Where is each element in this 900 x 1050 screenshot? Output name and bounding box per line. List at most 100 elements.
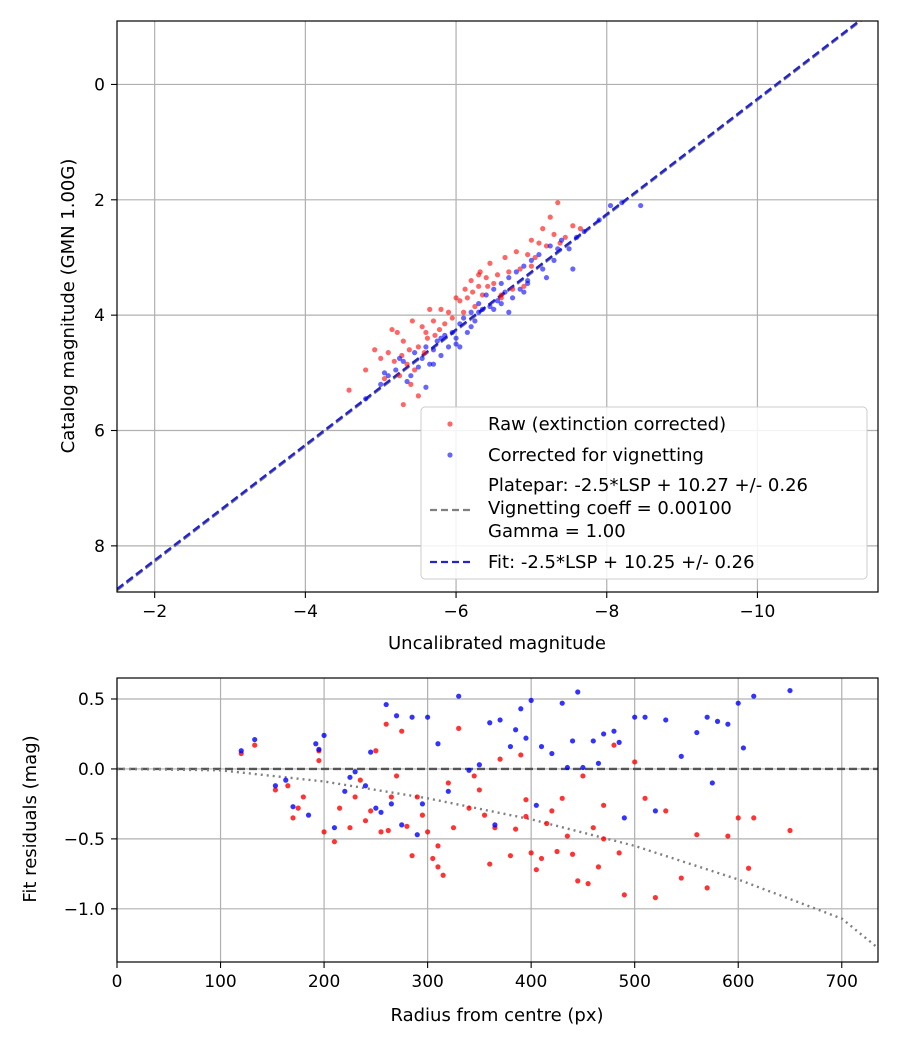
calibration-corrected-for-vignetting-point xyxy=(385,373,391,379)
calibration-raw-extinction-corrected-point xyxy=(464,295,470,301)
residuals-grid xyxy=(116,678,878,962)
calibration-corrected-for-vignetting-point xyxy=(412,350,418,356)
residuals-raw-extinction-corrected-point xyxy=(601,802,607,808)
residuals-raw-extinction-corrected-point xyxy=(450,825,457,831)
calibration-y-label: Catalog magnitude (GMN 1.00G) xyxy=(58,159,79,454)
residuals-corrected-for-vignetting-point xyxy=(642,714,648,720)
legend-corrected-label: Corrected for vignetting xyxy=(488,445,704,466)
residuals-x-tick-label: 700 xyxy=(826,972,858,992)
calibration-raw-extinction-corrected-point xyxy=(476,272,482,278)
calibration-corrected-for-vignetting-point xyxy=(430,361,437,367)
residuals-corrected-for-vignetting-point xyxy=(740,745,747,751)
residuals-raw-extinction-corrected-point xyxy=(544,820,550,827)
calibration-raw-extinction-corrected-point xyxy=(404,361,410,367)
residuals-corrected-for-vignetting-point xyxy=(414,832,420,838)
residuals-corrected-for-vignetting-point xyxy=(316,746,322,752)
residuals-raw-extinction-corrected-point xyxy=(393,773,400,779)
residuals-raw-extinction-corrected-point xyxy=(751,815,757,821)
calibration-raw-extinction-corrected-point xyxy=(381,375,388,382)
residuals-vignetting-model-line xyxy=(117,767,878,949)
calibration-corrected-for-vignetting-point xyxy=(396,355,403,362)
residuals-raw-extinction-corrected-point xyxy=(559,795,565,801)
calibration-corrected-for-vignetting-point xyxy=(491,286,497,292)
residuals-y-label: Fit residuals (mag) xyxy=(20,735,41,902)
residuals-raw-extinction-corrected-point xyxy=(352,794,358,800)
calibration-x-label: Uncalibrated magnitude xyxy=(388,633,606,654)
residuals-raw-extinction-corrected-point xyxy=(378,829,384,835)
calibration-x-tick-label: −6 xyxy=(444,602,469,622)
residuals-corrected-for-vignetting-point xyxy=(445,788,451,794)
calibration-raw-extinction-corrected-point xyxy=(419,324,425,330)
calibration-corrected-for-vignetting-point xyxy=(378,381,384,387)
calibration-fit-line xyxy=(117,21,862,591)
residuals-corrected-for-vignetting-point xyxy=(569,738,576,744)
calibration-corrected-for-vignetting-point xyxy=(476,301,482,307)
residuals-corrected-for-vignetting-point xyxy=(595,760,602,766)
calibration-corrected-for-vignetting-point xyxy=(491,306,497,312)
calibration-corrected-for-vignetting-point xyxy=(415,364,421,370)
residuals-raw-extinction-corrected-point xyxy=(632,759,638,765)
residuals-corrected-for-vignetting-point xyxy=(751,693,757,699)
legend-raw-marker xyxy=(447,421,453,427)
calibration-corrected-for-vignetting-point xyxy=(502,289,508,295)
calibration-raw-extinction-corrected-point xyxy=(517,266,523,272)
calibration-raw-extinction-corrected-point xyxy=(460,309,467,315)
residuals-raw-extinction-corrected-point xyxy=(642,795,648,801)
calibration-x-tick-label: −8 xyxy=(594,602,619,622)
residuals-raw-extinction-corrected-point xyxy=(425,829,431,835)
residuals-corrected-for-vignetting-point xyxy=(725,721,731,727)
residuals-corrected-for-vignetting-point xyxy=(518,706,524,712)
calibration-corrected-for-vignetting-point xyxy=(468,309,474,315)
residuals-raw-extinction-corrected-point xyxy=(409,853,415,859)
residuals-corrected-for-vignetting-point xyxy=(492,822,498,828)
calibration-raw-extinction-corrected-point xyxy=(400,401,406,408)
calibration-raw-extinction-corrected-point xyxy=(415,393,421,399)
calibration-raw-extinction-corrected-point xyxy=(513,249,519,255)
residuals-raw-extinction-corrected-point xyxy=(523,797,529,803)
calibration-corrected-for-vignetting-point xyxy=(468,324,474,330)
residuals-raw-extinction-corrected-point xyxy=(368,808,374,814)
calibration-raw-extinction-corrected-point xyxy=(468,277,474,284)
residuals-raw-extinction-corrected-point xyxy=(316,757,322,764)
residuals-plot-frame xyxy=(116,677,879,963)
calibration-corrected-for-vignetting-point xyxy=(570,266,576,272)
calibration-corrected-for-vignetting-point xyxy=(423,344,429,350)
calibration-corrected-for-vignetting-point xyxy=(619,200,625,206)
residuals-corrected-for-vignetting-point xyxy=(523,735,529,741)
residuals-raw-extinction-corrected-point xyxy=(745,865,752,871)
residuals-raw-extinction-corrected-point xyxy=(321,829,327,835)
residuals-x-tick-label: 100 xyxy=(204,972,236,992)
calibration-corrected-for-vignetting-point xyxy=(476,309,482,315)
residuals-corrected-for-vignetting-point xyxy=(305,812,312,818)
residuals-corrected-for-vignetting-point xyxy=(362,783,369,789)
residuals-x-label: Radius from centre (px) xyxy=(390,1005,603,1026)
residuals-raw-extinction-corrected-point xyxy=(735,815,741,821)
residuals-raw-extinction-corrected-point xyxy=(362,818,369,824)
calibration-y-tick-label: 2 xyxy=(94,191,105,211)
residuals-corrected-for-vignetting-point xyxy=(313,741,319,747)
residuals-x-tick-label: 0 xyxy=(112,972,123,992)
calibration-corrected-for-vignetting-point xyxy=(525,280,531,287)
calibration-raw-extinction-corrected-point xyxy=(442,321,448,327)
residuals-raw-extinction-corrected-point xyxy=(590,825,596,831)
residuals-corrected-for-vignetting-point xyxy=(611,728,617,734)
calibration-raw-extinction-corrected-point xyxy=(487,260,493,266)
calibration-raw-extinction-corrected-point xyxy=(421,350,428,356)
calibration-y-tick-label: 0 xyxy=(94,75,105,95)
residuals-y-tick-label: 0.5 xyxy=(78,690,105,710)
residuals-raw-extinction-corrected-point xyxy=(569,851,576,857)
residuals-corrected-for-vignetting-point xyxy=(378,809,384,815)
residuals-raw-extinction-corrected-point xyxy=(430,855,436,862)
calibration-corrected-for-vignetting-point xyxy=(581,228,587,235)
calibration-raw-extinction-corrected-point xyxy=(363,367,369,373)
residuals-raw-extinction-corrected-point xyxy=(487,861,493,867)
residuals-corrected-for-vignetting-point xyxy=(533,802,539,808)
residuals-corrected-for-vignetting-point xyxy=(388,801,394,807)
residuals-raw-extinction-corrected-point xyxy=(538,855,545,862)
residuals-corrected-for-vignetting-point xyxy=(663,717,669,723)
calibration-raw-extinction-corrected-point xyxy=(532,254,538,261)
calibration-corrected-for-vignetting-point xyxy=(596,217,602,223)
calibration-corrected-for-vignetting-point xyxy=(381,370,388,376)
